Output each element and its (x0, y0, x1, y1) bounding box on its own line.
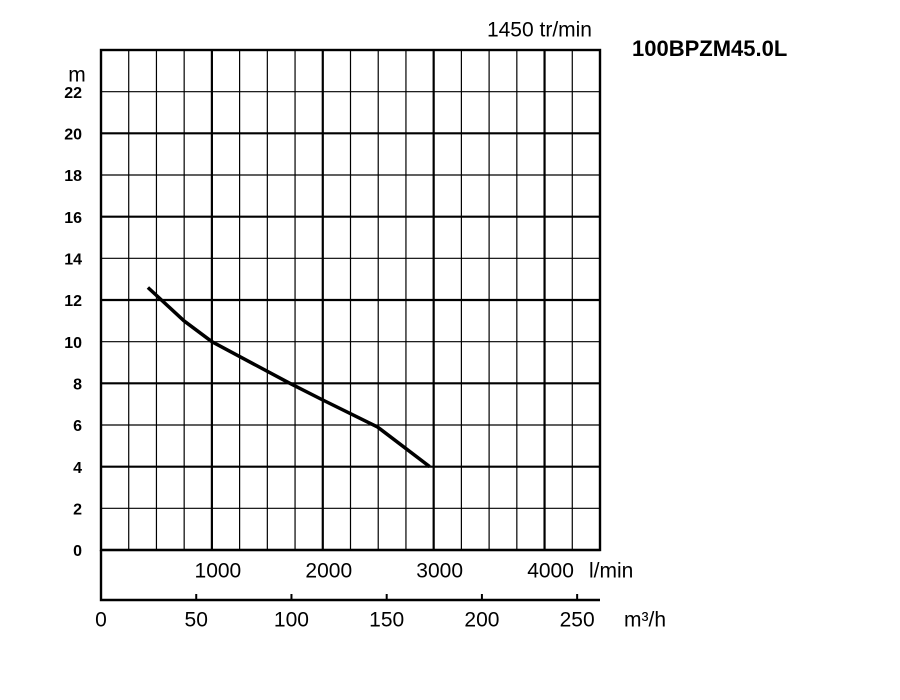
y-tick-label: 4 (73, 460, 82, 477)
y-axis-label: m (68, 64, 86, 87)
chart-title: 100BPZM45.0L (632, 36, 787, 61)
x2-axis-label: m³/h (624, 609, 666, 632)
y-tick-label: 20 (64, 127, 82, 144)
y-tick-label: 14 (64, 252, 82, 269)
y-tick-label: 8 (73, 377, 82, 394)
chart-subtitle: 1450 tr/min (487, 19, 592, 42)
x2-tick-label: 150 (369, 609, 404, 632)
y-tick-label: 0 (73, 543, 82, 560)
x-axis-label: l/min (589, 560, 633, 583)
y-tick-label: 2 (73, 502, 82, 519)
x2-tick-label: 250 (560, 609, 595, 632)
lower-axis-frame (99, 550, 600, 602)
curve (146, 286, 431, 469)
x2-tick-label: 100 (274, 609, 309, 632)
y-tick-label: 6 (73, 418, 82, 435)
y-tick-label: 18 (64, 168, 82, 185)
y-tick-label: 10 (64, 335, 82, 352)
x2-tick-label: 0 (95, 609, 107, 632)
y-tick-label: 16 (64, 210, 82, 227)
x2-tick-label: 50 (185, 609, 208, 632)
x2-tick-label: 200 (464, 609, 499, 632)
plot-frame (99, 48, 602, 552)
y-tick-label: 22 (64, 85, 82, 102)
x-tick-label: 3000 (416, 560, 463, 583)
x-tick-label: 4000 (527, 560, 574, 583)
x-tick-label: 1000 (195, 560, 242, 583)
x-tick-label: 2000 (305, 560, 352, 583)
y-tick-label: 12 (64, 293, 82, 310)
